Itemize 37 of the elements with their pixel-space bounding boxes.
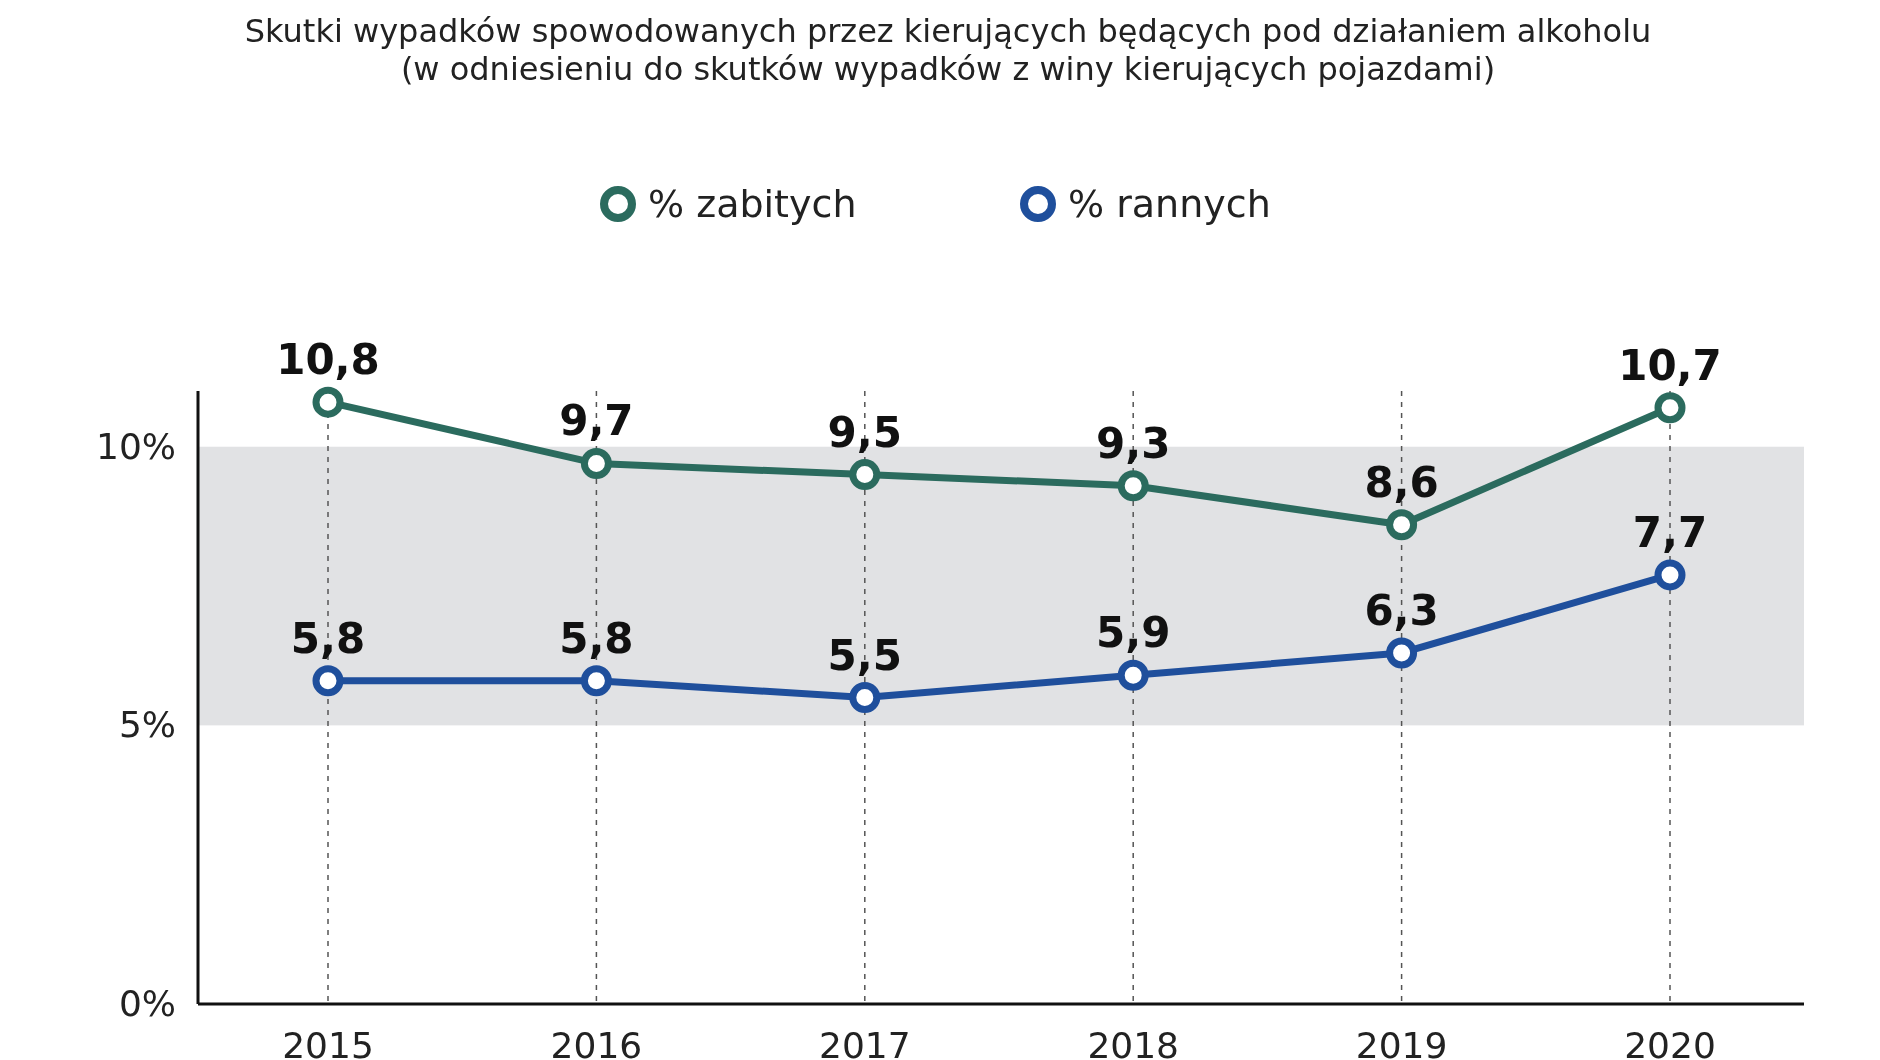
x-tick-label: 2018	[1087, 1025, 1180, 1060]
y-tick-label: 5%	[118, 704, 176, 746]
legend-label: % rannych	[1068, 182, 1271, 226]
point	[1654, 392, 1686, 424]
point	[312, 665, 344, 697]
data-label: 5,5	[827, 630, 902, 680]
x-tick-label: 2019	[1355, 1025, 1448, 1060]
data-label: 9,5	[827, 407, 902, 457]
point	[1117, 470, 1149, 502]
data-label: 5,8	[559, 613, 634, 663]
point	[1386, 637, 1418, 669]
data-label: 8,6	[1364, 457, 1439, 507]
data-label: 10,8	[276, 335, 380, 385]
data-label: 9,7	[559, 396, 634, 446]
point	[1386, 509, 1418, 541]
x-tick-label: 2016	[550, 1025, 643, 1060]
x-tick-label: 2015	[282, 1025, 374, 1060]
data-label: 6,3	[1364, 585, 1439, 635]
data-label: 9,3	[1096, 418, 1171, 468]
point	[849, 682, 881, 713]
data-label: 10,7	[1618, 340, 1722, 390]
data-label: 5,9	[1096, 608, 1171, 658]
y-tick-label: 0%	[118, 983, 176, 1024]
point	[849, 459, 881, 491]
chart-title: Skutki wypadków spowodowanych przez kierujących będących pod działaniem alkoholu	[244, 12, 1652, 50]
point	[1654, 559, 1686, 591]
y-tick-label: 10%	[95, 425, 176, 467]
point	[580, 447, 612, 479]
point	[312, 386, 344, 418]
point	[580, 665, 612, 697]
x-tick-label: 2020	[1624, 1025, 1716, 1060]
chart-subtitle: (w odniesieniu do skutków wypadków z winy kierujących pojazdami)	[400, 50, 1496, 88]
legend-label: % zabitych	[648, 182, 857, 226]
x-tick-label: 2017	[818, 1025, 911, 1060]
data-label: 7,7	[1632, 507, 1708, 557]
point	[1117, 659, 1149, 691]
data-label: 5,8	[290, 613, 366, 663]
